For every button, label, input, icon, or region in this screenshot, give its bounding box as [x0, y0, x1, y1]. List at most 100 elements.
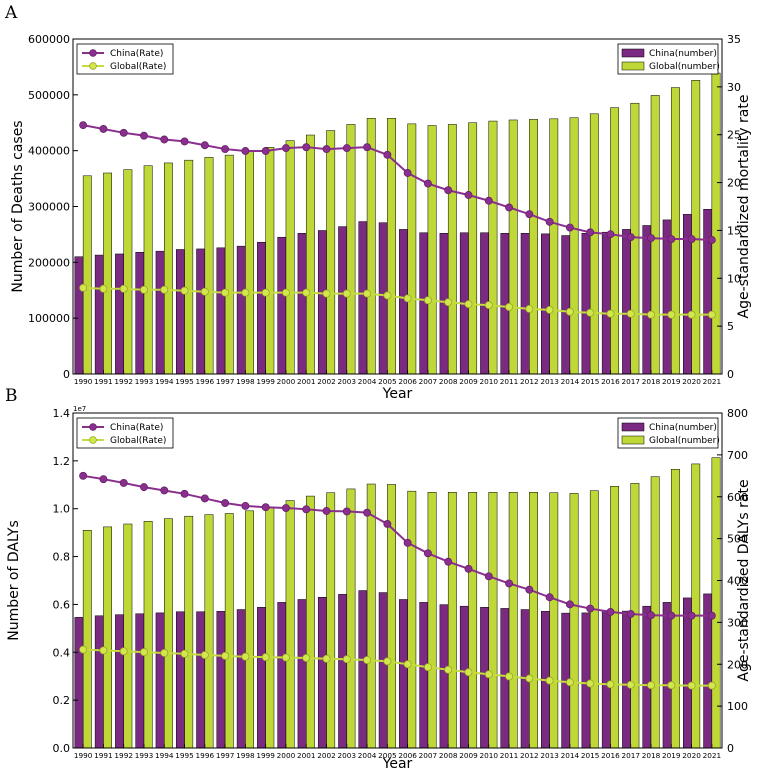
legend-number-swatch [621, 61, 645, 71]
global-number-bar-1992 [123, 523, 133, 749]
global-rate-point-2001 [302, 288, 311, 297]
global-rate-point-1996 [200, 287, 209, 296]
y2-tick-label: 25 [727, 129, 741, 142]
legend-rate: China(Rate) Global(Rate) [76, 417, 174, 449]
y2-tick-label: 20 [727, 177, 741, 190]
global-rate-point-1994 [160, 648, 169, 657]
global-number-bar-1995 [184, 515, 194, 749]
y-tick-label: 0.8 [53, 551, 71, 564]
global-rate-point-2016 [606, 309, 615, 318]
global-number-bar-2002 [326, 492, 336, 749]
global-number-bar-2016 [610, 107, 620, 375]
global-rate-point-2005 [383, 657, 392, 666]
x-tick-label: 1994 [155, 377, 174, 386]
legend-rate-swatch-marker [89, 49, 97, 57]
china-rate-point-2019 [667, 235, 676, 243]
china-rate-point-2008 [444, 557, 453, 566]
china-rate-point-2014 [565, 223, 574, 232]
x-tick-label: 2013 [540, 377, 559, 386]
x-tick-label: 2013 [540, 751, 559, 760]
y-axis-title: Number of Deaths cases [10, 120, 26, 292]
china-rate-point-2001 [302, 143, 311, 152]
y-tick-label: 300000 [28, 201, 70, 214]
global-number-bar-1998 [245, 510, 254, 749]
chart-panel-A: A 0 100000 200000 300000 400000 500000 600000 0 5… [4, 3, 752, 402]
global-number-bar-2021 [711, 457, 721, 749]
x-tick-label: 1996 [196, 751, 215, 760]
x-axis-title: Year [382, 756, 413, 772]
global-number-bar-2013 [549, 492, 559, 749]
global-number-bar-2014 [569, 493, 579, 749]
global-number-bar-1999 [265, 506, 275, 749]
y2-tick-label: 35 [727, 33, 741, 46]
china-rate-point-2014 [565, 600, 574, 609]
global-rate-point-1994 [160, 285, 169, 294]
global-rate-point-1993 [140, 648, 148, 657]
global-number-bar-2019 [671, 469, 680, 749]
y-tick-label: 400000 [28, 145, 70, 158]
x-tick-label: 2005 [378, 377, 397, 386]
y-tick-label: 0.0 [53, 742, 71, 755]
global-number-bar-1996 [204, 157, 214, 375]
global-number-bar-1993 [143, 521, 153, 749]
china-rate-point-1991 [99, 475, 108, 484]
legend-rate-label: Global(Rate) [110, 62, 166, 72]
china-rate-point-1999 [261, 503, 270, 512]
x-tick-label: 1993 [135, 377, 154, 386]
global-rate-point-2000 [282, 288, 290, 297]
china-rate-point-2010 [484, 196, 493, 205]
y2-tick-label: 600 [727, 491, 748, 504]
x-tick-label: 2009 [459, 751, 478, 760]
china-rate-point-2013 [545, 217, 554, 226]
china-number-bar-1996 [196, 611, 206, 749]
global-number-bar-1992 [123, 169, 133, 375]
china-number-bar-2001 [297, 233, 307, 375]
global-rate-point-1993 [140, 285, 148, 294]
china-rate-point-2021 [707, 611, 716, 620]
y-tick-label: 100000 [28, 312, 70, 325]
global-number-bar-2001 [305, 495, 315, 749]
x-axis-title: Year [382, 386, 413, 402]
x-tick-label: 1994 [155, 751, 174, 760]
x-tick-label: 2008 [439, 377, 458, 386]
global-rate-point-2016 [606, 680, 615, 689]
x-tick-label: 1990 [74, 751, 93, 760]
china-rate-point-2015 [586, 604, 595, 613]
x-tick-label: 2006 [398, 377, 417, 386]
china-number-bar-1991 [94, 254, 104, 375]
global-rate-point-1997 [221, 288, 230, 297]
china-number-bar-2017 [622, 610, 631, 749]
y-tick-label: 1.0 [53, 503, 71, 516]
y-tick-label: 500000 [28, 89, 70, 102]
global-number-bar-2012 [529, 119, 538, 375]
x-tick-label: 1996 [196, 377, 215, 386]
global-rate-point-1992 [119, 284, 128, 293]
china-rate-point-1994 [160, 486, 169, 495]
china-number-bar-2015 [581, 233, 591, 375]
global-rate-point-2004 [363, 289, 372, 298]
china-rate-point-2000 [282, 144, 290, 153]
china-rate-point-1996 [200, 494, 209, 503]
china-rate-point-1995 [180, 137, 189, 146]
legend-number-label: China(number) [649, 49, 717, 59]
global-number-bar-2001 [305, 134, 315, 375]
china-rate-point-1993 [140, 131, 148, 140]
x-tick-label: 2000 [277, 751, 296, 760]
global-rate-point-2012 [525, 674, 534, 683]
china-rate-point-2003 [342, 144, 351, 153]
global-number-bar-2010 [488, 492, 498, 749]
global-number-bar-2012 [529, 492, 538, 749]
y2-tick-label: 700 [727, 449, 748, 462]
global-rate-point-2003 [342, 289, 351, 298]
china-rate-point-1998 [241, 502, 250, 510]
x-tick-label: 2018 [642, 377, 661, 386]
china-rate-point-2017 [626, 233, 635, 242]
x-tick-label: 2014 [561, 751, 580, 760]
china-rate-point-2005 [383, 520, 392, 528]
global-number-bar-2007 [427, 125, 437, 375]
global-number-bar-2003 [346, 124, 356, 375]
global-number-bar-2004 [366, 483, 376, 749]
x-tick-label: 2015 [581, 751, 600, 760]
china-number-bar-1992 [115, 253, 124, 375]
